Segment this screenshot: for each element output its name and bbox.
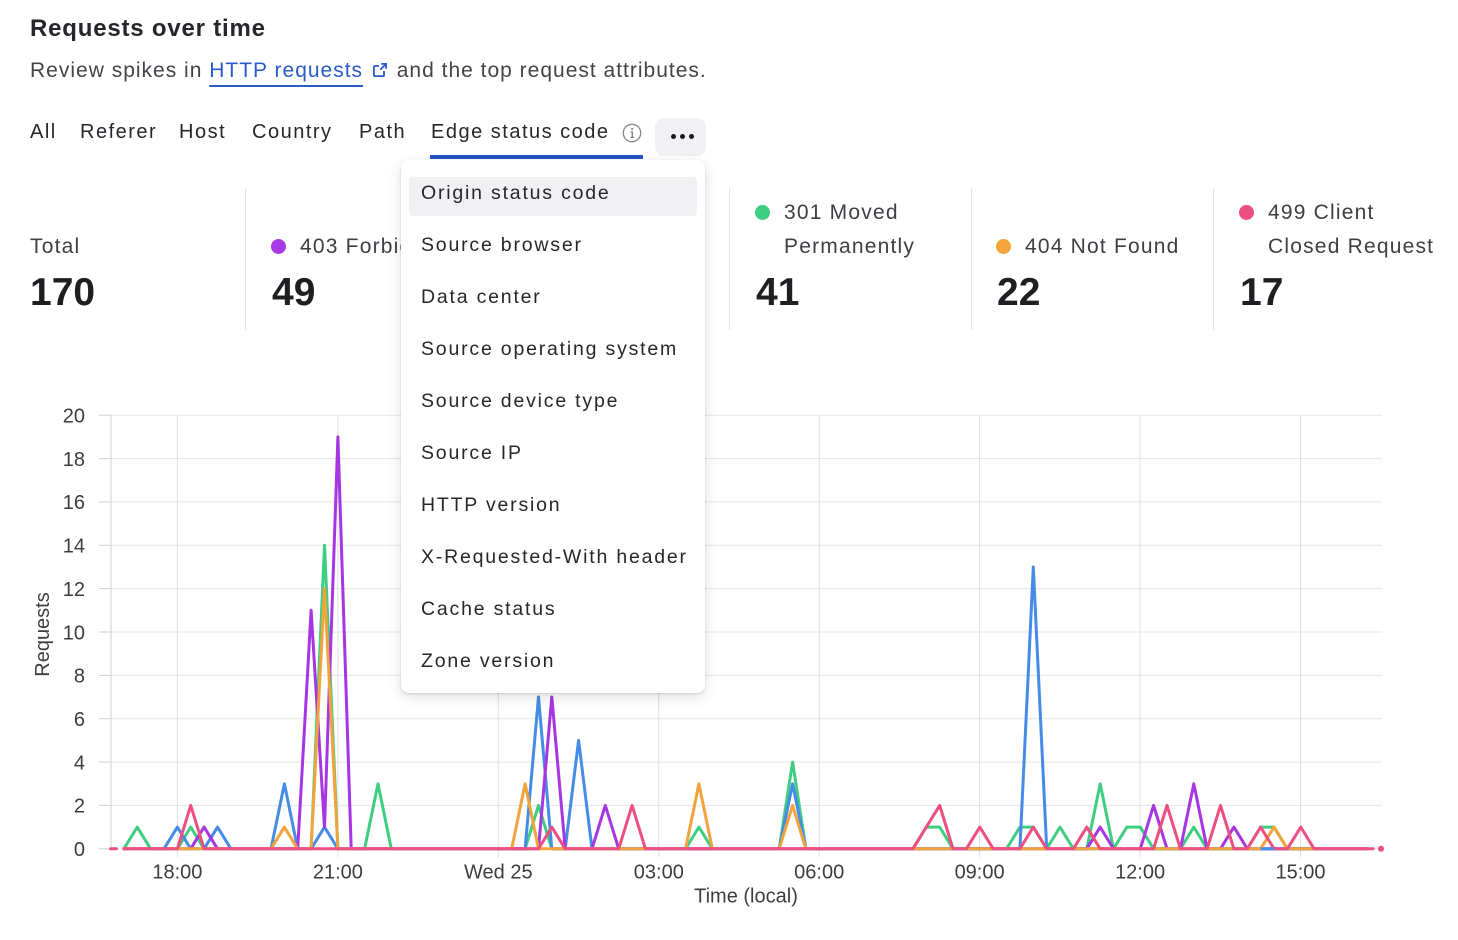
svg-text:06:00: 06:00 xyxy=(794,862,844,884)
svg-text:16: 16 xyxy=(63,492,85,514)
svg-text:18:00: 18:00 xyxy=(152,862,202,884)
svg-text:18: 18 xyxy=(63,449,85,471)
svg-text:21:00: 21:00 xyxy=(313,862,363,884)
svg-text:Wed 25: Wed 25 xyxy=(464,862,533,884)
svg-text:0: 0 xyxy=(74,839,85,861)
svg-text:20: 20 xyxy=(63,406,85,428)
svg-text:12: 12 xyxy=(63,579,85,601)
svg-text:8: 8 xyxy=(74,666,85,688)
svg-text:12:00: 12:00 xyxy=(1115,862,1165,884)
svg-text:4: 4 xyxy=(74,752,85,774)
svg-text:6: 6 xyxy=(74,709,85,731)
svg-text:03:00: 03:00 xyxy=(634,862,684,884)
svg-text:Time (local): Time (local) xyxy=(694,886,798,908)
svg-text:14: 14 xyxy=(63,536,85,558)
svg-text:Requests: Requests xyxy=(32,592,54,677)
svg-text:15:00: 15:00 xyxy=(1275,862,1325,884)
svg-text:09:00: 09:00 xyxy=(955,862,1005,884)
svg-text:10: 10 xyxy=(63,622,85,644)
svg-text:2: 2 xyxy=(74,796,85,818)
